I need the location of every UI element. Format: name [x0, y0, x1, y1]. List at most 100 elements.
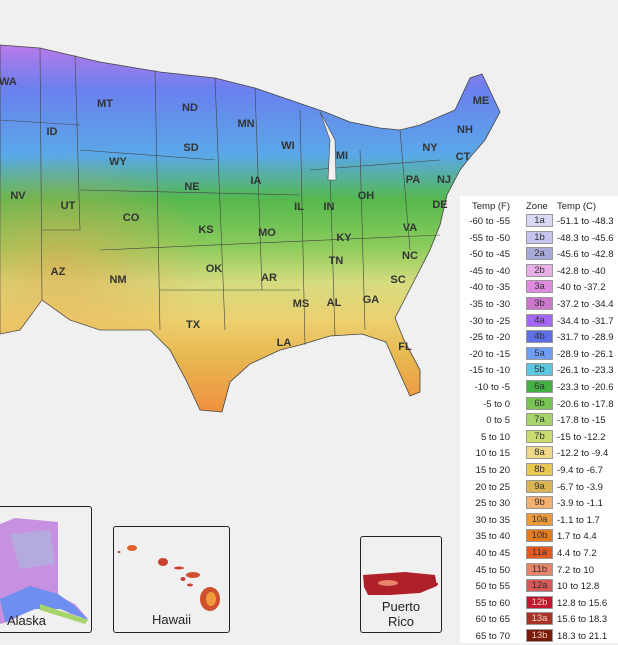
state-label-co: CO — [122, 212, 140, 224]
legend-temp-f: -50 to -45 — [469, 249, 510, 261]
legend-row-3b: -35 to -30 3b -37.2 to -34.4 — [460, 296, 618, 313]
legend-temp-f: 35 to 40 — [475, 531, 510, 543]
legend-row-13a: 60 to 65 13a 15.6 to 18.3 — [460, 611, 618, 628]
state-label-ct: CT — [455, 151, 471, 163]
state-label-az: AZ — [50, 266, 66, 278]
legend-row-8b: 15 to 20 8b -9.4 to -6.7 — [460, 462, 618, 479]
legend-header-temp-c: Temp (C) — [557, 201, 597, 212]
great-lakes — [319, 111, 337, 181]
zone-swatch: 11b — [526, 562, 553, 576]
legend-row-6b: -5 to 0 6b -20.6 to -17.8 — [460, 396, 618, 413]
zone-swatch: 4b — [526, 330, 553, 344]
zone-swatch: 2a — [526, 247, 553, 261]
zone-swatch: 8a — [526, 446, 553, 460]
zone-swatch: 6b — [526, 396, 553, 410]
state-label-sd: SD — [183, 142, 199, 154]
state-label-al: AL — [326, 297, 342, 309]
legend-temp-c: -15 to -12.2 — [557, 431, 606, 443]
zone-swatch: 9b — [526, 496, 553, 510]
legend-header-zone: Zone — [526, 201, 548, 212]
alaska-map — [0, 518, 88, 624]
state-label-pa: PA — [405, 174, 421, 186]
state-label-oh: OH — [357, 190, 375, 202]
zone-swatch: 4a — [526, 313, 553, 327]
state-label-wa: WA — [0, 76, 17, 88]
puerto-rico-inset[interactable]: Puerto Rico — [360, 536, 442, 633]
legend-temp-f: -15 to -10 — [469, 365, 510, 377]
state-label-ky: KY — [336, 232, 352, 244]
zone-swatch: 2b — [526, 263, 553, 277]
legend-row-8a: 10 to 15 8a -12.2 to -9.4 — [460, 445, 618, 462]
state-label-nm: NM — [109, 274, 127, 286]
legend-temp-f: -40 to -35 — [469, 282, 510, 294]
state-label-nv: NV — [10, 190, 26, 202]
legend-row-11b: 45 to 50 11b 7.2 to 10 — [460, 562, 618, 579]
state-label-nh: NH — [457, 124, 473, 136]
legend-temp-f: -20 to -15 — [469, 348, 510, 360]
alaska-inset[interactable]: Alaska — [0, 506, 92, 633]
legend-row-2a: -50 to -45 2a -45.6 to -42.8 — [460, 246, 618, 263]
legend-row-6a: -10 to -5 6a -23.3 to -20.6 — [460, 379, 618, 396]
state-label-ny: NY — [422, 142, 438, 154]
legend-row-9a: 20 to 25 9a -6.7 to -3.9 — [460, 479, 618, 496]
legend-temp-c: -20.6 to -17.8 — [557, 398, 614, 410]
legend-temp-c: -51.1 to -48.3 — [557, 216, 614, 227]
legend-row-7b: 5 to 10 7b -15 to -12.2 — [460, 429, 618, 446]
zone-swatch: 12a — [526, 579, 553, 593]
legend-header-temp-f: Temp (F) — [472, 201, 510, 212]
legend-temp-f: 60 to 65 — [475, 614, 510, 626]
legend-row-13b: 65 to 70 13b 18.3 to 21.1 — [460, 628, 618, 645]
legend-temp-f: -60 to -55 — [469, 216, 510, 227]
legend-row-1b: -55 to -50 1b -48.3 to -45.6 — [460, 230, 618, 247]
legend-temp-c: 1.7 to 4.4 — [557, 531, 597, 543]
zone-swatch: 3b — [526, 297, 553, 310]
legend-row-10a: 30 to 35 10a -1.1 to 1.7 — [460, 512, 618, 529]
legend-temp-c: -42.8 to -40 — [557, 265, 606, 277]
legend-row-1a: -60 to -55 1a -51.1 to -48.3 — [460, 213, 618, 230]
zone-swatch: 12b — [526, 595, 553, 609]
state-label-mi: MI — [335, 150, 349, 162]
legend-temp-f: 25 to 30 — [475, 498, 510, 510]
legend-temp-f: -55 to -50 — [469, 232, 510, 244]
legend-temp-c: 7.2 to 10 — [557, 564, 594, 576]
zone-swatch: 8b — [526, 463, 553, 476]
legend-temp-c: 12.8 to 15.6 — [557, 597, 608, 609]
state-label-me: ME — [472, 95, 490, 107]
legend-temp-c: -6.7 to -3.9 — [557, 481, 603, 493]
zone-swatch: 6a — [526, 380, 553, 393]
legend-temp-c: -34.4 to -31.7 — [557, 315, 614, 327]
legend-temp-f: 45 to 50 — [475, 564, 510, 576]
state-label-ut: UT — [60, 200, 76, 212]
legend-row-12b: 55 to 60 12b 12.8 to 15.6 — [460, 595, 618, 612]
puerto-rico-map — [363, 572, 438, 595]
legend-temp-c: -48.3 to -45.6 — [557, 232, 614, 244]
state-label-in: IN — [323, 201, 335, 213]
legend-temp-c: 15.6 to 18.3 — [557, 614, 608, 626]
legend-temp-c: 4.4 to 7.2 — [557, 548, 597, 559]
state-label-wy: WY — [109, 156, 127, 168]
legend-temp-c: -17.8 to -15 — [557, 415, 606, 427]
legend-temp-c: -37.2 to -34.4 — [557, 299, 614, 310]
legend-temp-c: 18.3 to 21.1 — [557, 631, 608, 642]
legend-temp-c: -9.4 to -6.7 — [557, 465, 603, 476]
legend-row-12a: 50 to 55 12a 10 to 12.8 — [460, 578, 618, 595]
legend-temp-c: -40 to -37.2 — [557, 282, 606, 294]
legend-row-3a: -40 to -35 3a -40 to -37.2 — [460, 279, 618, 296]
legend-temp-f: -35 to -30 — [469, 299, 510, 310]
legend-row-11a: 40 to 45 11a 4.4 to 7.2 — [460, 545, 618, 562]
legend-temp-c: -45.6 to -42.8 — [557, 249, 614, 261]
state-label-de: DE — [432, 199, 448, 211]
state-label-ms: MS — [292, 298, 310, 310]
state-label-ga: GA — [362, 294, 380, 306]
legend-temp-f: -5 to 0 — [483, 398, 510, 410]
state-label-nd: ND — [182, 102, 198, 114]
legend-row-4a: -30 to -25 4a -34.4 to -31.7 — [460, 313, 618, 330]
legend-temp-f: 15 to 20 — [475, 465, 510, 476]
state-label-wi: WI — [281, 140, 295, 152]
state-label-tn: TN — [328, 255, 344, 267]
legend-row-9b: 25 to 30 9b -3.9 to -1.1 — [460, 495, 618, 512]
state-label-la: LA — [276, 337, 292, 349]
puerto-rico-label-1: Puerto — [381, 599, 421, 614]
hawaii-inset[interactable]: Hawaii — [113, 526, 230, 633]
state-label-il: IL — [294, 201, 304, 213]
